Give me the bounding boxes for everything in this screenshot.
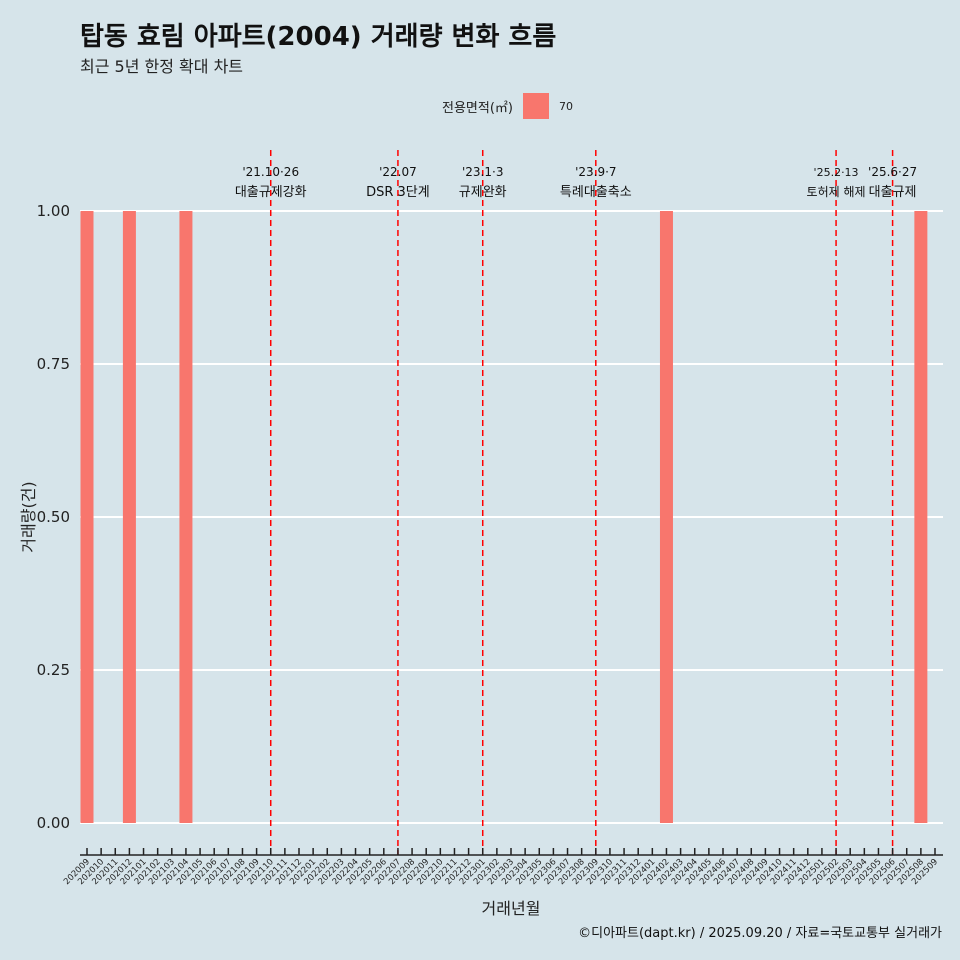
event-label: 토허제 해제 <box>807 185 866 199</box>
bar-202009 <box>80 211 94 823</box>
y-tick-label: 0.25 <box>37 661 70 679</box>
bar-202012 <box>122 211 136 823</box>
y-axis-title: 거래량(건) <box>19 481 38 552</box>
event-date: '23.9·7 <box>575 165 616 179</box>
event-date: '23.1·3 <box>462 165 503 179</box>
legend-swatch <box>522 93 549 119</box>
y-tick-label: 0.50 <box>37 508 70 526</box>
chart-title: 탑동 효림 아파트(2004) 거래량 변화 흐름 <box>80 22 557 52</box>
y-tick-label: 1.00 <box>37 202 70 220</box>
event-label: 대출규제강화 <box>235 185 307 200</box>
x-axis-title: 거래년월 <box>482 899 541 918</box>
bar-202402 <box>659 211 673 823</box>
bar-202104 <box>179 211 193 823</box>
bar-202508 <box>914 211 928 823</box>
chart-subtitle: 최근 5년 한정 확대 차트 <box>80 57 244 76</box>
event-label: 특례대출축소 <box>560 185 632 200</box>
event-date: '22.07 <box>379 165 417 179</box>
event-date: '25.6·27 <box>868 165 917 179</box>
caption: ©디아파트(dapt.kr) / 2025.09.20 / 자료=국토교통부 실… <box>578 926 942 941</box>
event-date: '21.10·26 <box>242 165 299 179</box>
event-label: 규제완화 <box>459 185 507 200</box>
legend-label: 70 <box>558 99 573 113</box>
legend: 전용면적(㎡) 70 <box>442 93 573 119</box>
legend-title: 전용면적(㎡) <box>442 100 513 116</box>
y-tick-label: 0.00 <box>37 814 70 832</box>
event-date: '25.2·13 <box>814 166 859 179</box>
event-label: DSR 3단계 <box>366 185 430 200</box>
y-tick-label: 0.75 <box>37 355 70 373</box>
event-label: 대출규제 <box>869 185 917 200</box>
